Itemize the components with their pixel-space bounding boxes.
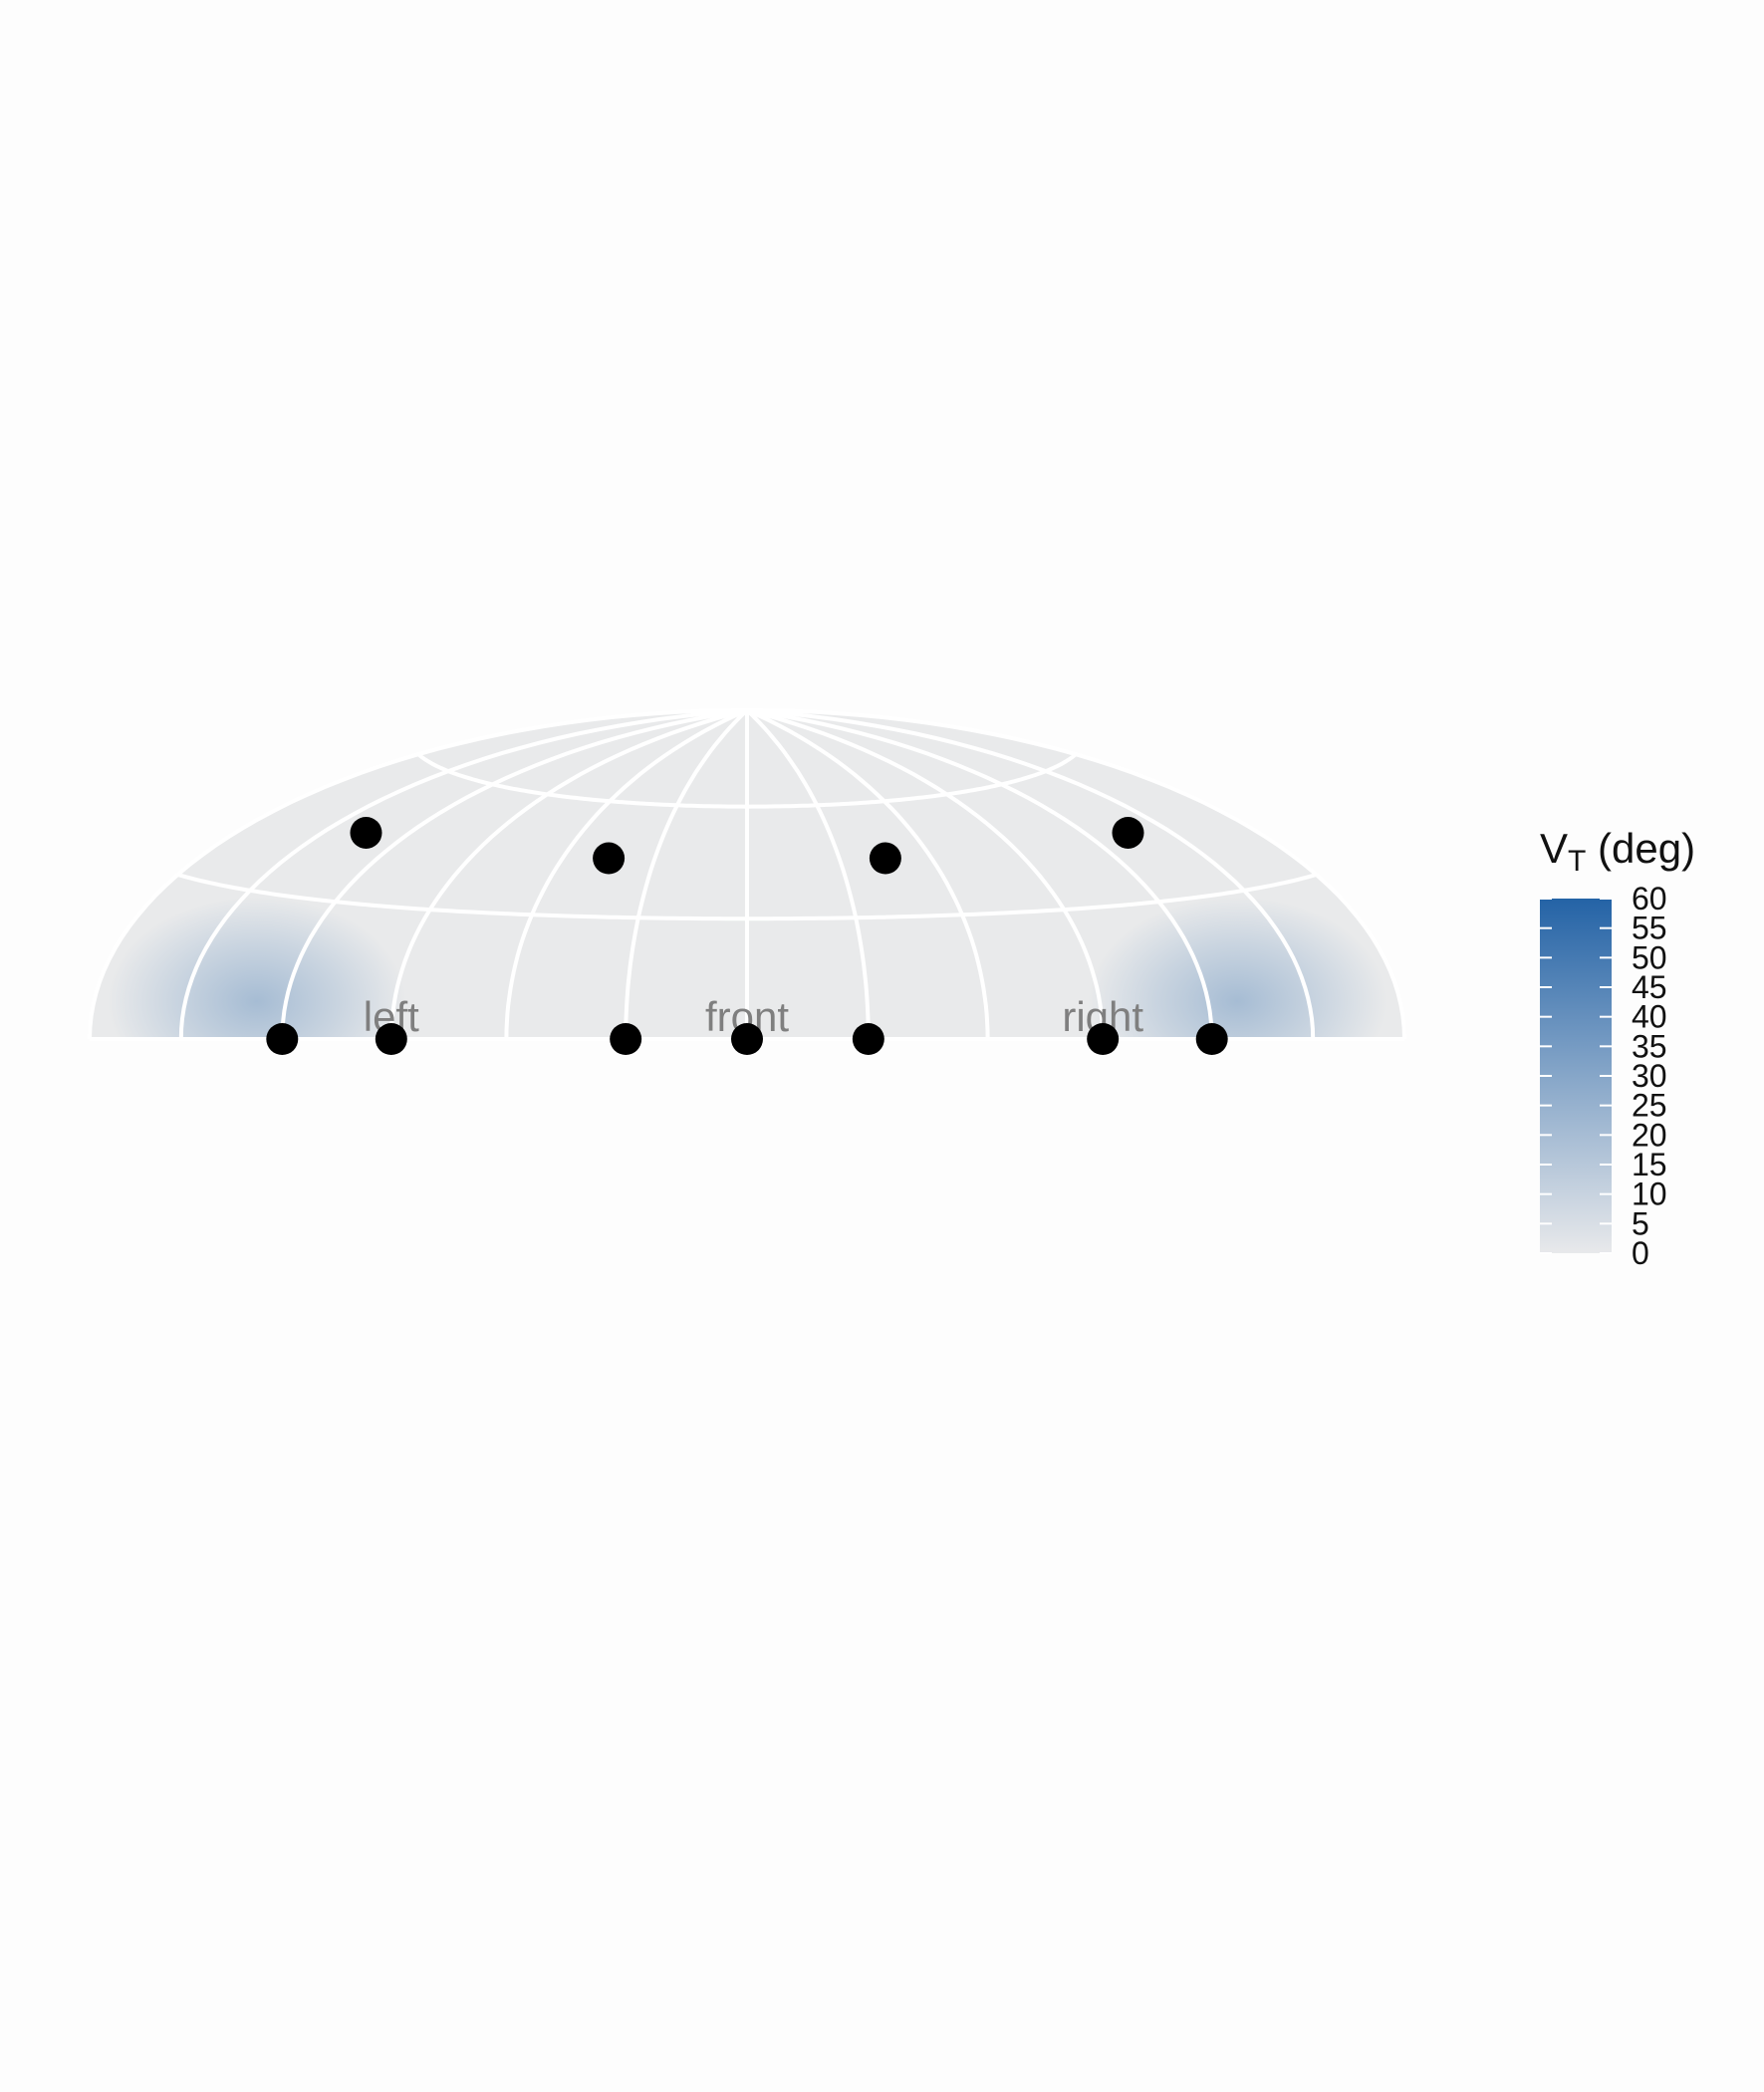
measurement-point [266, 1023, 298, 1055]
colorbar-tick-label: 0 [1632, 1235, 1649, 1271]
measurement-point [1087, 1023, 1119, 1055]
measurement-point [1113, 817, 1144, 849]
colorbar-title: VT (deg) [1540, 825, 1695, 878]
heat-hotspot-1 [108, 897, 406, 1106]
projection-map: left front right [90, 710, 1404, 1106]
measurement-point [593, 843, 625, 875]
measurement-point [1196, 1023, 1228, 1055]
measurement-point [731, 1023, 763, 1055]
measurement-point [350, 817, 381, 849]
measurement-point [610, 1023, 641, 1055]
measurement-point [376, 1023, 407, 1055]
measurement-point [853, 1023, 884, 1055]
measurement-point [870, 843, 901, 875]
